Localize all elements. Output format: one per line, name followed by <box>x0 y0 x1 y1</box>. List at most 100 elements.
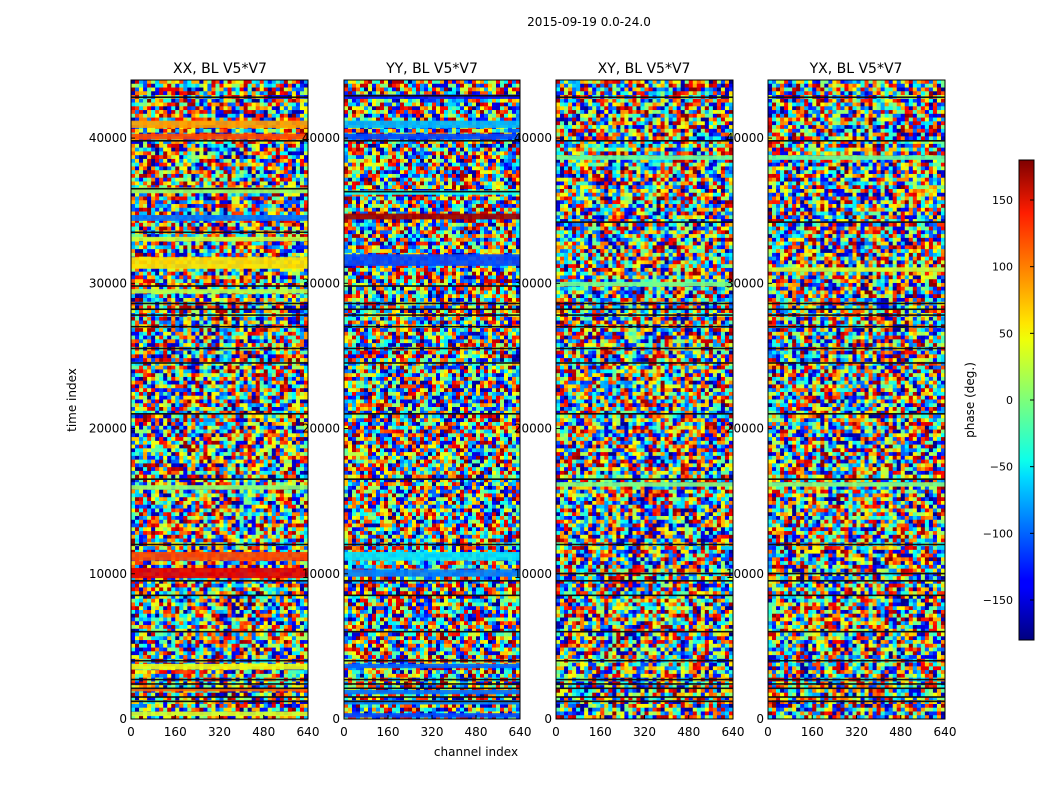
heatmap-cell <box>199 395 204 400</box>
heatmap-cell <box>179 80 184 85</box>
heatmap-cell <box>231 267 236 272</box>
heatmap-cell <box>303 245 309 250</box>
heatmap-cell <box>159 437 164 442</box>
heatmap-cell <box>203 279 208 284</box>
heatmap-cell <box>219 388 224 393</box>
heatmap-cell <box>167 422 172 427</box>
heatmap-cell <box>139 354 144 359</box>
heatmap-cell <box>211 185 216 190</box>
heatmap-cell <box>291 418 297 423</box>
heatmap-cell <box>211 204 216 209</box>
heatmap-cell <box>223 365 228 370</box>
heatmap-cell <box>135 196 140 201</box>
heatmap-cell <box>159 361 164 366</box>
heatmap-cell <box>239 271 244 276</box>
heatmap-cell <box>147 399 152 404</box>
heatmap-cell <box>243 422 248 427</box>
heatmap-cell <box>291 113 297 118</box>
heatmap-cell <box>155 245 160 250</box>
heatmap-cell <box>291 80 297 85</box>
heatmap-cell <box>203 151 208 156</box>
heatmap-cell <box>159 128 164 133</box>
heatmap-cell <box>275 369 281 374</box>
heatmap-cell <box>283 467 289 472</box>
heatmap-cell <box>147 252 152 257</box>
heatmap-cell <box>131 143 136 148</box>
heatmap-cell <box>227 151 232 156</box>
heatmap-cell <box>147 117 152 122</box>
heatmap-cell <box>171 452 176 457</box>
heatmap-cell <box>283 204 289 209</box>
heatmap-cell <box>247 162 252 167</box>
heatmap-cell <box>155 369 160 374</box>
heatmap-cell <box>303 470 309 475</box>
heatmap-cell <box>175 395 180 400</box>
heatmap-cell <box>163 482 168 487</box>
heatmap-cell <box>227 358 232 363</box>
heatmap-cell <box>191 222 196 227</box>
heatmap-cell <box>203 395 208 400</box>
heatmap-cell <box>147 177 152 182</box>
heatmap-cell <box>263 181 269 186</box>
heatmap-cell <box>131 286 136 291</box>
heatmap-cell <box>155 433 160 438</box>
heatmap-cell <box>279 448 285 453</box>
heatmap-cell <box>243 249 248 254</box>
heatmap-cell <box>163 151 168 156</box>
heatmap-cell <box>167 158 172 163</box>
heatmap-cell <box>199 162 204 167</box>
heatmap-cell <box>255 429 261 434</box>
heatmap-cell <box>247 373 252 378</box>
heatmap-cell <box>139 478 144 483</box>
heatmap-cell <box>199 128 204 133</box>
heatmap-cell <box>199 470 204 475</box>
heatmap-cell <box>207 211 212 216</box>
heatmap-cell <box>215 388 220 393</box>
heatmap-cell <box>195 271 200 276</box>
heatmap-cell <box>131 395 136 400</box>
heatmap-cell <box>203 143 208 148</box>
heatmap-cell <box>139 192 144 197</box>
heatmap-cell <box>263 192 269 197</box>
heatmap-cell <box>271 219 277 224</box>
heatmap-cell <box>183 252 188 257</box>
heatmap-cell <box>275 286 281 291</box>
heatmap-cell <box>215 358 220 363</box>
heatmap-cell <box>171 207 176 212</box>
heatmap-cell <box>287 110 293 115</box>
heatmap-cell <box>191 282 196 288</box>
heatmap-cell <box>167 358 172 363</box>
heatmap-cell <box>155 181 160 186</box>
heatmap-cell <box>231 459 236 464</box>
heatmap-cell <box>271 459 277 464</box>
heatmap-cell <box>275 271 281 276</box>
heatmap-cell <box>291 234 297 239</box>
heatmap-cell <box>155 80 160 85</box>
heatmap-cell <box>243 234 248 239</box>
heatmap-cell <box>239 354 244 359</box>
heatmap-cell <box>283 373 289 378</box>
heatmap-cell <box>131 452 136 457</box>
heatmap-cell <box>139 106 144 111</box>
heatmap-cell <box>211 234 216 239</box>
heatmap-cell <box>207 177 212 182</box>
heatmap-cell <box>191 331 196 336</box>
heatmap-cell <box>231 275 236 280</box>
heatmap-cell <box>179 391 184 397</box>
heatmap-cell <box>147 448 152 453</box>
heatmap-cell <box>303 459 309 464</box>
heatmap-cell <box>151 433 156 438</box>
heatmap-cell <box>187 226 192 231</box>
heatmap-cell <box>179 204 184 209</box>
heatmap-cell <box>195 373 200 378</box>
heatmap-cell <box>195 117 200 122</box>
heatmap-cell <box>211 249 216 254</box>
heatmap-cell <box>159 245 164 250</box>
heatmap-cell <box>219 151 224 156</box>
heatmap-cell <box>215 493 220 498</box>
heatmap-cell <box>195 275 200 280</box>
heatmap-cell <box>167 234 172 239</box>
heatmap-cell <box>283 298 289 303</box>
heatmap-cell <box>151 440 156 445</box>
heatmap-cell <box>219 422 224 427</box>
